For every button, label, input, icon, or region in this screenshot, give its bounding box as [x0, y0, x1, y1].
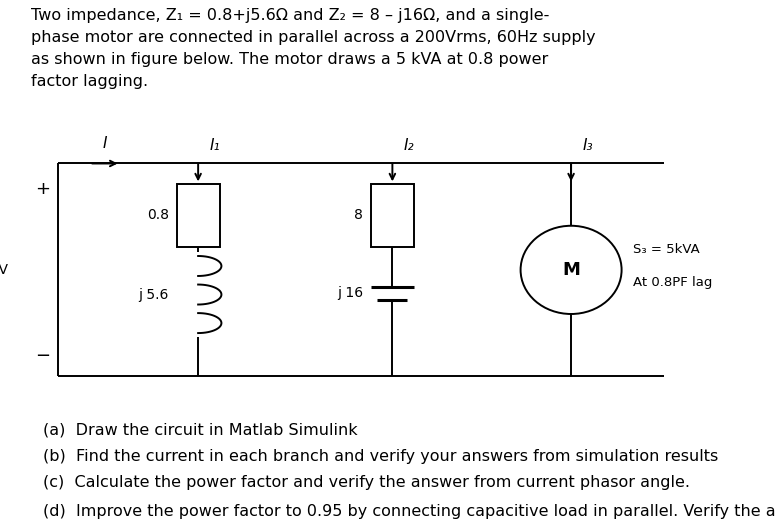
Text: At 0.8PF lag: At 0.8PF lag	[633, 276, 713, 290]
Text: j 5.6: j 5.6	[138, 288, 169, 302]
Text: 200∠0°V: 200∠0°V	[0, 263, 8, 277]
Text: 8: 8	[354, 209, 363, 222]
Text: j 16: j 16	[337, 286, 363, 300]
Bar	[177, 184, 220, 247]
Text: (c)  Calculate the power factor and verify the answer from current phasor angle.: (c) Calculate the power factor and verif…	[43, 475, 690, 490]
Text: I: I	[103, 135, 107, 151]
Text: 0.8: 0.8	[147, 209, 169, 222]
Text: I₂: I₂	[404, 138, 415, 153]
Text: −: −	[36, 347, 51, 364]
Text: I₁: I₁	[210, 138, 221, 153]
Text: I₃: I₃	[583, 138, 594, 153]
Text: (a)  Draw the circuit in Matlab Simulink: (a) Draw the circuit in Matlab Simulink	[43, 423, 357, 438]
Text: (d)  Improve the power factor to 0.95 by connecting capacitive load in parallel.: (d) Improve the power factor to 0.95 by …	[43, 504, 777, 519]
Text: +: +	[36, 181, 51, 198]
Text: S₃ = 5kVA: S₃ = 5kVA	[633, 242, 700, 256]
Text: M: M	[562, 261, 580, 279]
Text: Two impedance, Z₁ = 0.8+j5.6Ω and Z₂ = 8 – j16Ω, and a single-
phase motor are c: Two impedance, Z₁ = 0.8+j5.6Ω and Z₂ = 8…	[31, 8, 596, 89]
Ellipse shape	[521, 226, 622, 314]
Bar	[371, 184, 413, 247]
Text: (b)  Find the current in each branch and verify your answers from simulation res: (b) Find the current in each branch and …	[43, 449, 718, 464]
